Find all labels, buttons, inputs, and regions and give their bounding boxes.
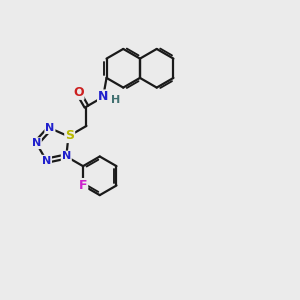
Text: N: N (62, 152, 71, 161)
Text: N: N (32, 138, 41, 148)
Text: N: N (42, 156, 51, 166)
Text: S: S (65, 129, 74, 142)
Text: H: H (111, 95, 120, 105)
Text: N: N (45, 123, 55, 133)
Text: O: O (73, 86, 83, 99)
Text: F: F (79, 179, 87, 192)
Text: N: N (98, 90, 108, 104)
